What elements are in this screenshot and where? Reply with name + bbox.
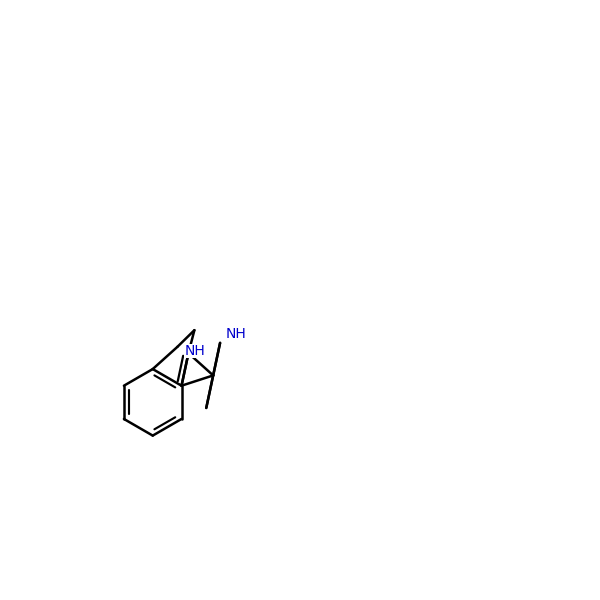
Text: NH: NH — [226, 326, 247, 341]
Text: NH: NH — [184, 344, 205, 358]
